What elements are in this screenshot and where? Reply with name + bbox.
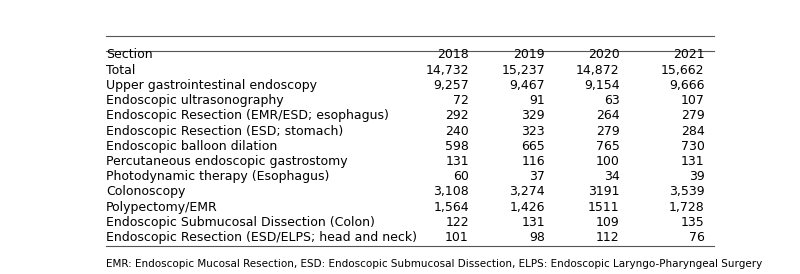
Text: 292: 292 — [446, 110, 469, 122]
Text: 9,154: 9,154 — [584, 79, 619, 92]
Text: 9,467: 9,467 — [510, 79, 545, 92]
Text: 72: 72 — [453, 94, 469, 107]
Text: 3191: 3191 — [588, 185, 619, 198]
Text: 131: 131 — [681, 155, 705, 168]
Text: Endoscopic Resection (ESD/ELPS; head and neck): Endoscopic Resection (ESD/ELPS; head and… — [106, 231, 418, 244]
Text: Photodynamic therapy (Esophagus): Photodynamic therapy (Esophagus) — [106, 170, 330, 183]
Text: 284: 284 — [681, 125, 705, 138]
Text: 76: 76 — [689, 231, 705, 244]
Text: 329: 329 — [522, 110, 545, 122]
Text: 323: 323 — [522, 125, 545, 138]
Text: 98: 98 — [530, 231, 545, 244]
Text: 37: 37 — [530, 170, 545, 183]
Text: Endoscopic Resection (ESD; stomach): Endoscopic Resection (ESD; stomach) — [106, 125, 343, 138]
Text: 1,426: 1,426 — [510, 201, 545, 214]
Text: Colonoscopy: Colonoscopy — [106, 185, 186, 198]
Text: 9,666: 9,666 — [669, 79, 705, 92]
Text: 100: 100 — [596, 155, 619, 168]
Text: 279: 279 — [596, 125, 619, 138]
Text: 15,662: 15,662 — [661, 64, 705, 77]
Text: 14,872: 14,872 — [576, 64, 619, 77]
Text: 279: 279 — [681, 110, 705, 122]
Text: 122: 122 — [446, 216, 469, 229]
Text: 63: 63 — [604, 94, 619, 107]
Text: 14,732: 14,732 — [426, 64, 469, 77]
Text: 598: 598 — [445, 140, 469, 153]
Text: 3,539: 3,539 — [669, 185, 705, 198]
Text: 131: 131 — [522, 216, 545, 229]
Text: 60: 60 — [453, 170, 469, 183]
Text: Endoscopic balloon dilation: Endoscopic balloon dilation — [106, 140, 278, 153]
Text: Polypectomy/EMR: Polypectomy/EMR — [106, 201, 218, 214]
Text: Upper gastrointestinal endoscopy: Upper gastrointestinal endoscopy — [106, 79, 317, 92]
Text: 264: 264 — [596, 110, 619, 122]
Text: Percutaneous endoscopic gastrostomy: Percutaneous endoscopic gastrostomy — [106, 155, 348, 168]
Text: 2019: 2019 — [514, 48, 545, 61]
Text: 1,564: 1,564 — [434, 201, 469, 214]
Text: Endoscopic ultrasonography: Endoscopic ultrasonography — [106, 94, 284, 107]
Text: 107: 107 — [681, 94, 705, 107]
Text: Section: Section — [106, 48, 153, 61]
Text: 1,728: 1,728 — [669, 201, 705, 214]
Text: 91: 91 — [530, 94, 545, 107]
Text: 9,257: 9,257 — [433, 79, 469, 92]
Text: 765: 765 — [596, 140, 619, 153]
Text: 1511: 1511 — [588, 201, 619, 214]
Text: 135: 135 — [681, 216, 705, 229]
Text: 2018: 2018 — [437, 48, 469, 61]
Text: 730: 730 — [681, 140, 705, 153]
Text: 2021: 2021 — [673, 48, 705, 61]
Text: 101: 101 — [445, 231, 469, 244]
Text: 109: 109 — [596, 216, 619, 229]
Text: 34: 34 — [604, 170, 619, 183]
Text: EMR: Endoscopic Mucosal Resection, ESD: Endoscopic Submucosal Dissection, ELPS: : EMR: Endoscopic Mucosal Resection, ESD: … — [106, 259, 762, 269]
Text: 3,274: 3,274 — [510, 185, 545, 198]
Text: 3,108: 3,108 — [433, 185, 469, 198]
Text: 131: 131 — [446, 155, 469, 168]
Text: 240: 240 — [445, 125, 469, 138]
Text: 2020: 2020 — [588, 48, 619, 61]
Text: 39: 39 — [689, 170, 705, 183]
Text: Endoscopic Resection (EMR/ESD; esophagus): Endoscopic Resection (EMR/ESD; esophagus… — [106, 110, 389, 122]
Text: Total: Total — [106, 64, 135, 77]
Text: 112: 112 — [596, 231, 619, 244]
Text: 15,237: 15,237 — [502, 64, 545, 77]
Text: Endoscopic Submucosal Dissection (Colon): Endoscopic Submucosal Dissection (Colon) — [106, 216, 375, 229]
Text: 116: 116 — [522, 155, 545, 168]
Text: 665: 665 — [522, 140, 545, 153]
